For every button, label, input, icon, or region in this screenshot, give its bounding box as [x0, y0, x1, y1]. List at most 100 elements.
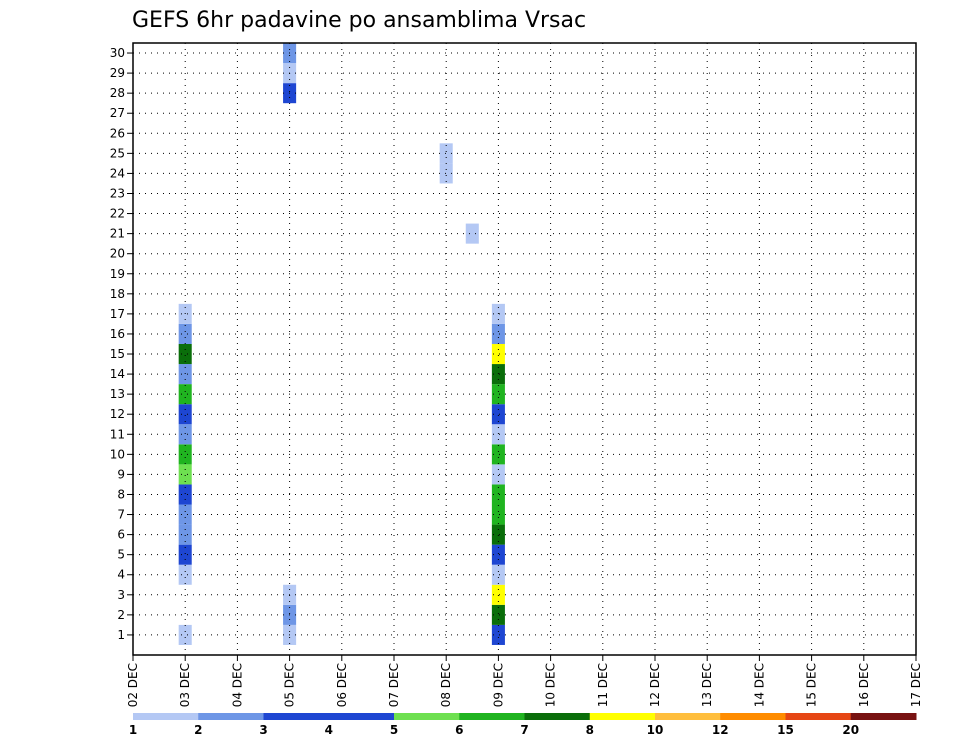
heatmap-cell [491, 484, 505, 505]
heatmap-cell [491, 384, 505, 405]
heatmap-cell [491, 404, 505, 425]
heatmap-cell [491, 323, 505, 344]
heatmap-cell [178, 544, 192, 565]
heatmap-cell [491, 464, 505, 485]
y-tick-label: 18 [110, 287, 125, 301]
colorbar-swatch [524, 713, 591, 720]
y-tick-label: 22 [110, 207, 125, 221]
colorbar-swatch [655, 713, 721, 720]
colorbar-swatch [589, 713, 656, 720]
colorbar-label: 20 [842, 723, 859, 737]
y-tick-label: 5 [117, 548, 125, 562]
y-tick-label: 25 [110, 146, 125, 160]
heatmap-cell [178, 343, 192, 365]
heatmap-cell [178, 424, 192, 445]
y-tick-label: 6 [117, 528, 125, 542]
plot-frame [132, 42, 917, 656]
colorbar-swatch [785, 713, 852, 720]
colorbar-swatch [328, 713, 395, 720]
x-tick-label: 08 DEC [439, 663, 453, 707]
heatmap-cell [439, 143, 453, 164]
y-tick-label: 28 [110, 86, 125, 100]
heatmap-cell [465, 223, 479, 244]
colorbar-label: 8 [586, 723, 594, 737]
heatmap-cell [491, 444, 505, 465]
colorbar-label: 15 [777, 723, 794, 737]
y-tick-label: 11 [110, 427, 125, 441]
heatmap-cell [178, 564, 192, 585]
y-tick-label: 4 [117, 568, 125, 582]
x-tick-label: 13 DEC [700, 663, 714, 707]
heatmap-cells [178, 43, 505, 645]
colorbar-label: 4 [325, 723, 333, 737]
heatmap-cell [178, 504, 192, 525]
colorbar-label: 12 [712, 723, 729, 737]
heatmap-cell [491, 524, 505, 545]
heatmap-cell [491, 584, 505, 605]
y-tick-label: 30 [110, 46, 125, 60]
x-tick-label: 10 DEC [544, 663, 558, 707]
y-tick-label: 10 [110, 447, 125, 461]
colorbar-swatch [850, 713, 917, 720]
y-axis-ticks: 1234567891011121314151617181920212223242… [110, 46, 133, 642]
x-tick-label: 12 DEC [648, 663, 662, 707]
y-tick-label: 8 [117, 487, 125, 501]
x-tick-label: 06 DEC [335, 663, 349, 707]
heatmap-cell [491, 604, 505, 625]
colorbar: 1 2 3 4 5 6 7 8 10 12 15 20 [129, 713, 917, 737]
colorbar-swatch [198, 713, 264, 720]
x-tick-label: 05 DEC [283, 663, 297, 707]
heatmap-cell [178, 444, 192, 465]
heatmap-cell [178, 524, 192, 545]
colorbar-label: 5 [390, 723, 398, 737]
y-tick-label: 1 [117, 628, 125, 642]
heatmap-cell [178, 404, 192, 425]
y-tick-label: 21 [110, 227, 125, 241]
colorbar-swatch [394, 713, 460, 720]
y-tick-label: 29 [110, 66, 125, 80]
y-tick-label: 14 [110, 367, 125, 381]
y-tick-label: 24 [110, 166, 125, 180]
colorbar-swatch [263, 713, 330, 720]
x-tick-label: 11 DEC [596, 663, 610, 707]
colorbar-label: 2 [194, 723, 202, 737]
x-tick-label: 04 DEC [230, 663, 244, 707]
x-tick-label: 09 DEC [491, 663, 505, 707]
x-tick-label: 07 DEC [387, 663, 401, 707]
colorbar-label: 3 [259, 723, 267, 737]
y-tick-label: 20 [110, 247, 125, 261]
heatmap-cell [178, 364, 192, 385]
heatmap-cell [491, 544, 505, 565]
y-tick-label: 7 [117, 508, 125, 522]
y-tick-label: 12 [110, 407, 125, 421]
x-tick-label: 15 DEC [805, 663, 819, 707]
colorbar-swatch [720, 713, 786, 720]
heatmap-cell [439, 163, 453, 184]
colorbar-label: 7 [520, 723, 528, 737]
x-tick-label: 03 DEC [178, 663, 192, 707]
colorbar-swatch [133, 713, 199, 720]
y-tick-label: 26 [110, 126, 125, 140]
x-tick-label: 17 DEC [909, 663, 923, 707]
heatmap-cell [491, 624, 505, 645]
heatmap-cell [491, 564, 505, 585]
grid-lines [132, 43, 917, 655]
x-tick-label: 02 DEC [126, 663, 140, 707]
heatmap-cell [491, 424, 505, 445]
chart-title: GEFS 6hr padavine po ansamblima Vrsac [132, 8, 586, 33]
colorbar-label: 1 [129, 723, 137, 737]
x-tick-label: 14 DEC [752, 663, 766, 707]
y-tick-label: 16 [110, 327, 125, 341]
colorbar-swatch [459, 713, 525, 720]
colorbar-label: 10 [647, 723, 664, 737]
heatmap-cell [178, 484, 192, 505]
y-tick-label: 13 [110, 387, 125, 401]
x-tick-label: 16 DEC [857, 663, 871, 707]
heatmap-cell [491, 343, 505, 365]
y-tick-label: 3 [117, 588, 125, 602]
colorbar-label: 6 [455, 723, 463, 737]
heatmap-cell [178, 323, 192, 344]
y-tick-label: 17 [110, 307, 125, 321]
y-tick-label: 15 [110, 347, 125, 361]
